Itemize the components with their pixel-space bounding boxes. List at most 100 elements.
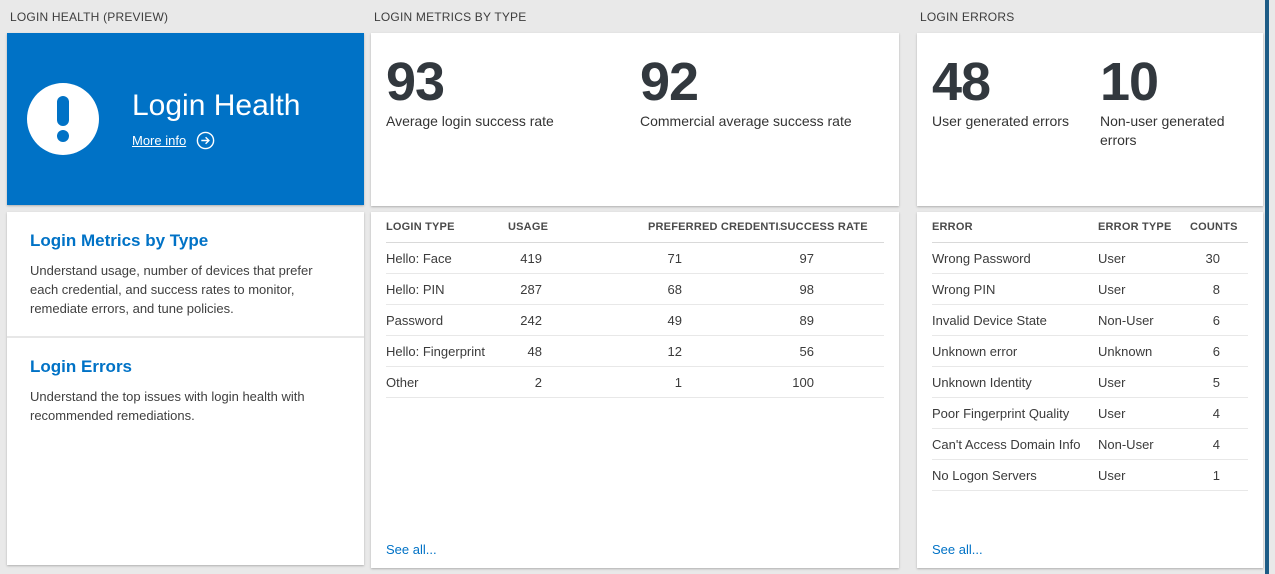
login-metrics-stats-tile: 93 Average login success rate 92 Commerc… [371, 33, 899, 206]
table-row[interactable]: Hello: PIN 287 68 98 [386, 274, 884, 305]
row-value: 48 [527, 343, 542, 359]
row-value: 68 [667, 281, 682, 297]
row-value: User [1098, 374, 1126, 390]
more-info-link[interactable]: More info [132, 132, 187, 148]
login-errors-stats-tile: 48 User generated errors 10 Non-user gen… [917, 33, 1263, 206]
row-value: User [1098, 250, 1126, 266]
row-label: Hello: PIN [386, 281, 445, 297]
stat-average-login-success-rate: 93 Average login success rate [386, 55, 640, 206]
row-label: Unknown Identity [932, 374, 1032, 390]
stat-commercial-average-success-rate: 92 Commercial average success rate [640, 55, 890, 206]
row-value: 6 [1212, 343, 1220, 359]
stat-user-generated-errors: 48 User generated errors [932, 55, 1100, 206]
row-label: Wrong PIN [932, 281, 996, 297]
stat-value: 93 [386, 52, 445, 112]
row-value: 56 [799, 343, 814, 359]
row-value: 242 [520, 312, 542, 328]
login-health-column: LOGIN HEALTH (PREVIEW) Login Health More… [7, 0, 364, 565]
row-value: 30 [1205, 250, 1220, 266]
row-label: Poor Fingerprint Quality [932, 405, 1070, 421]
login-metrics-group-header: LOGIN METRICS BY TYPE [374, 9, 527, 24]
row-value: 49 [667, 312, 682, 328]
row-label: No Logon Servers [932, 467, 1037, 483]
login-health-hero-tile[interactable]: Login Health More info [7, 33, 364, 205]
adjacent-tile-edge [1265, 0, 1269, 574]
table-row[interactable]: Unknown Identity User 5 [932, 367, 1248, 398]
table-row[interactable]: Poor Fingerprint Quality User 4 [932, 398, 1248, 429]
link-section-login-errors[interactable]: Login Errors Understand the top issues w… [7, 336, 364, 460]
stat-label: Average login success rate [386, 113, 554, 129]
row-value: User [1098, 281, 1126, 297]
stat-label: Non-user generated errors [1100, 113, 1225, 148]
link-description: Understand usage, number of devices that… [30, 263, 313, 316]
row-value: 4 [1212, 405, 1220, 421]
login-errors-table-tile: ERROR ERROR TYPE COUNTS Wrong Password User 3… [917, 212, 1263, 568]
row-value: User [1098, 467, 1126, 483]
row-value: 2 [534, 374, 542, 390]
column-header: ERROR TYPE [1098, 221, 1172, 233]
table-row[interactable]: Can't Access Domain Info Non-User 4 [932, 429, 1248, 460]
row-value: 12 [667, 343, 682, 359]
table-header-row: ERROR ERROR TYPE COUNTS [932, 212, 1248, 243]
row-label: Wrong Password [932, 250, 1031, 266]
table-row[interactable]: Unknown error Unknown 6 [932, 336, 1248, 367]
row-value: 419 [520, 250, 542, 266]
hero-title: Login Health [132, 88, 301, 122]
stat-value: 92 [640, 52, 699, 112]
row-value: 5 [1212, 374, 1220, 390]
row-value: Non-User [1098, 312, 1154, 328]
column-header: PREFERRED CREDENTIAL [648, 221, 780, 233]
stat-label: User generated errors [932, 113, 1069, 129]
stat-value: 10 [1100, 52, 1159, 112]
column-header: ERROR [932, 221, 973, 233]
row-value: 89 [799, 312, 814, 328]
row-label: Can't Access Domain Info [932, 436, 1081, 452]
arrow-right-circle-icon[interactable] [196, 131, 215, 150]
row-value: 8 [1212, 281, 1220, 297]
login-health-links-tile: Login Metrics by Type Understand usage, … [7, 212, 364, 565]
row-value: Unknown [1098, 343, 1153, 359]
row-label: Invalid Device State [932, 312, 1047, 328]
table-row[interactable]: Wrong PIN User 8 [932, 274, 1248, 305]
stat-non-user-generated-errors: 10 Non-user generated errors [1100, 55, 1240, 206]
row-value: 287 [520, 281, 542, 297]
login-errors-group-header: LOGIN ERRORS [920, 9, 1015, 24]
hero-text-block: Login Health More info [132, 89, 300, 150]
stat-label: Commercial average success rate [640, 113, 852, 129]
row-label: Unknown error [932, 343, 1018, 359]
row-value: 100 [792, 374, 814, 390]
row-value: 97 [799, 250, 814, 266]
login-metrics-table-tile: LOGIN TYPE USAGE PREFERRED CREDENTIAL SUCCE… [371, 212, 899, 568]
table-header-row: LOGIN TYPE USAGE PREFERRED CREDENTIAL SUCCE… [386, 212, 884, 243]
column-header: USAGE [508, 221, 549, 233]
link-title[interactable]: Login Metrics by Type [30, 231, 209, 250]
column-header: LOGIN TYPE [386, 221, 455, 233]
link-section-login-metrics[interactable]: Login Metrics by Type Understand usage, … [7, 212, 364, 336]
login-errors-column: LOGIN ERRORS 48 User generated errors 10… [917, 0, 1263, 568]
row-value: 98 [799, 281, 814, 297]
see-all-link[interactable]: See all... [386, 542, 437, 557]
row-label: Hello: Fingerprint [386, 343, 485, 359]
row-label: Password [386, 312, 444, 328]
table-row[interactable]: No Logon Servers User 1 [932, 460, 1248, 491]
row-value: 1 [674, 374, 682, 390]
table-row[interactable]: Wrong Password User 30 [932, 243, 1248, 274]
table-row[interactable]: Password 242 49 89 [386, 305, 884, 336]
row-value: Non-User [1098, 436, 1154, 452]
table-row[interactable]: Invalid Device State Non-User 6 [932, 305, 1248, 336]
column-header: SUCCESS RATE [780, 221, 868, 233]
table-row[interactable]: Hello: Face 419 71 97 [386, 243, 884, 274]
row-label: Hello: Face [386, 250, 452, 266]
table-row[interactable]: Other 2 1 100 [386, 367, 884, 398]
link-title[interactable]: Login Errors [30, 357, 133, 376]
see-all-link[interactable]: See all... [932, 542, 983, 557]
row-label: Other [386, 374, 419, 390]
table-row[interactable]: Hello: Fingerprint 48 12 56 [386, 336, 884, 367]
row-value: 1 [1212, 467, 1220, 483]
row-value: User [1098, 405, 1126, 421]
link-description: Understand the top issues with login hea… [30, 389, 305, 423]
row-value: 6 [1212, 312, 1220, 328]
column-header: COUNTS [1190, 221, 1238, 233]
login-metrics-column: LOGIN METRICS BY TYPE 93 Average login s… [371, 0, 899, 568]
row-value: 4 [1212, 436, 1220, 452]
